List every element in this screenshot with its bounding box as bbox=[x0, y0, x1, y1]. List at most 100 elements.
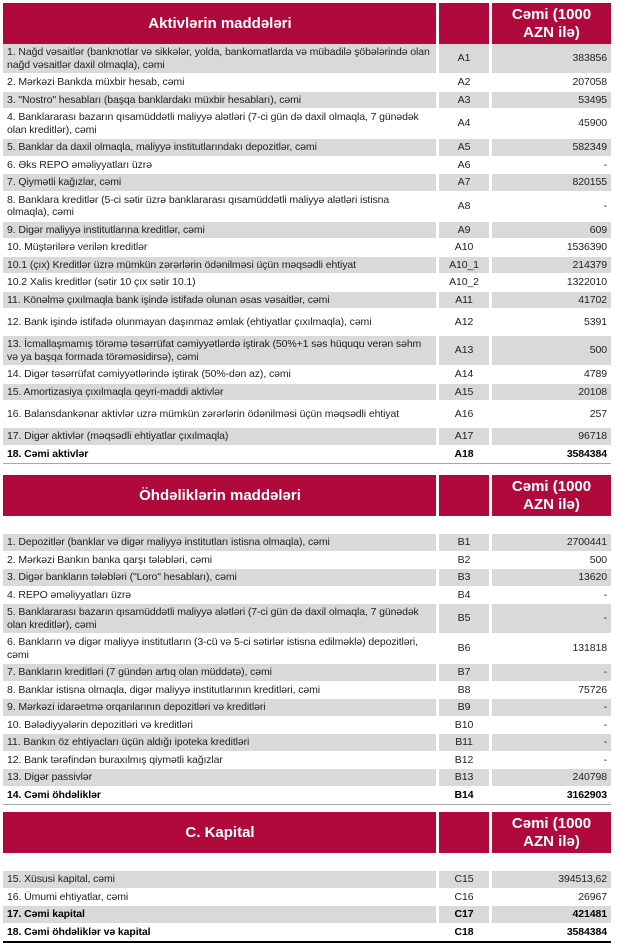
row-label: 10.1 (çıx) Kreditlər üzrə mümkün zərərlə… bbox=[3, 256, 436, 273]
table-row: 14. Cəmi öhdəliklər B14 3162903 bbox=[3, 786, 611, 804]
table-row: 1. Depozitlər (banklar və digər maliyyə … bbox=[3, 534, 611, 552]
row-label: 14. Digər təsərrüfat cəmiyyətlərində işt… bbox=[7, 368, 291, 380]
row-label: 7. Qiymətli kağızlar, cəmi bbox=[3, 174, 436, 191]
row-code: B3 bbox=[436, 569, 489, 586]
table-row: 1. Nağd vəsaitlər (banknotlar və sikkələ… bbox=[3, 44, 611, 74]
row-value: - bbox=[489, 586, 611, 603]
table-row: 8. Banklara kreditlər (5-ci sətir üzrə b… bbox=[3, 191, 611, 222]
row-code: B9 bbox=[436, 699, 489, 716]
table-row: 11. Könəlmə çıxılmaqla bank işində istif… bbox=[3, 291, 611, 309]
row-label: 15. Amortizasiya çıxılmaqla qeyri-maddi … bbox=[3, 383, 436, 400]
table-row: 17. Cəmi kapital C17 421481 bbox=[3, 906, 611, 924]
row-label: 10. Müştərilərə verilən kreditlər bbox=[7, 241, 148, 253]
table-row: 16. Ümumi ehtiyatlar, cəmi C16 26967 bbox=[3, 888, 611, 906]
section-header-code-cell bbox=[436, 3, 489, 44]
row-value: 3584384 bbox=[489, 445, 611, 462]
row-label: 11. Könəlmə çıxılmaqla bank işində istif… bbox=[3, 291, 436, 308]
table-row: 14. Digər təsərrüfat cəmiyyətlərində işt… bbox=[3, 366, 611, 384]
row-label: 6. Əks REPO əməliyyatları üzrə bbox=[7, 158, 152, 171]
row-label: 15. Xüsusi kapital, cəmi bbox=[3, 871, 436, 888]
row-code: B12 bbox=[436, 751, 489, 768]
capital-section: C. Kapital Cəmi (1000 AZN ilə) 15. Xüsus… bbox=[3, 812, 611, 943]
row-code: A6 bbox=[436, 156, 489, 173]
row-value: 3584384 bbox=[489, 923, 611, 940]
table-row: 5. Banklararası bazarın qısamüddətli mal… bbox=[3, 604, 611, 634]
row-value: 75726 bbox=[489, 681, 611, 698]
row-label: 17. Cəmi kapital bbox=[3, 906, 436, 923]
row-value: 609 bbox=[489, 221, 611, 238]
section-header-code-cell bbox=[436, 812, 489, 853]
row-label: 14. Cəmi öhdəliklər bbox=[7, 788, 101, 801]
row-value: 240798 bbox=[489, 769, 611, 786]
row-value: - bbox=[489, 191, 611, 221]
row-label: 18. Cəmi aktivlər bbox=[7, 447, 89, 460]
row-label: 9. Mərkəzi idarəetmə orqanlarının depozi… bbox=[3, 699, 436, 716]
row-code: A16 bbox=[436, 401, 489, 427]
row-code: B7 bbox=[436, 664, 489, 681]
section-header-code-cell bbox=[436, 475, 489, 516]
row-label: 5. Banklar da daxil olmaqla, maliyyə ins… bbox=[3, 139, 436, 156]
row-value: - bbox=[489, 156, 611, 173]
row-code: A4 bbox=[436, 109, 489, 138]
liabilities-rows: 1. Depozitlər (banklar və digər maliyyə … bbox=[3, 534, 611, 804]
row-code: C15 bbox=[436, 871, 489, 888]
table-row: 4. Banklararası bazarın qısamüddətli mal… bbox=[3, 109, 611, 139]
assets-section-header: Aktivlərin maddələri Cəmi (1000 AZN ilə) bbox=[3, 3, 611, 44]
row-label: 4. Banklararası bazarın qısamüddətli mal… bbox=[7, 111, 419, 136]
row-code: B8 bbox=[436, 681, 489, 698]
liabilities-section-header: Öhdəliklərin maddələri Cəmi (1000 AZN il… bbox=[3, 475, 611, 516]
row-value: - bbox=[489, 751, 611, 768]
table-row: 2. Mərkəzi Bankda müxbir hesab, cəmi A2 … bbox=[3, 74, 611, 92]
units-header: Cəmi (1000 AZN ilə) bbox=[489, 475, 611, 516]
row-code: A15 bbox=[436, 383, 489, 400]
table-row: 9. Mərkəzi idarəetmə orqanlarının depozi… bbox=[3, 699, 611, 717]
row-code: A5 bbox=[436, 139, 489, 156]
row-value: 96718 bbox=[489, 428, 611, 445]
section-title: Aktivlərin maddələri bbox=[3, 3, 436, 44]
row-code: A10_1 bbox=[436, 256, 489, 273]
row-label: 18. Cəmi öhdəliklər və kapital bbox=[7, 925, 151, 938]
capital-section-header: C. Kapital Cəmi (1000 AZN ilə) bbox=[3, 812, 611, 853]
row-code: A10 bbox=[436, 239, 489, 256]
row-value: 582349 bbox=[489, 139, 611, 156]
row-code: A3 bbox=[436, 91, 489, 108]
row-label: 17. Digər aktivlər (məqsədli ehtiyatlar … bbox=[3, 428, 436, 445]
row-code: A12 bbox=[436, 309, 489, 335]
row-code: A1 bbox=[436, 44, 489, 73]
table-row: 18. Cəmi aktivlər A18 3584384 bbox=[3, 445, 611, 463]
assets-section: Aktivlərin maddələri Cəmi (1000 AZN ilə)… bbox=[3, 3, 611, 464]
row-label: 8. Banklar istisna olmaqla, digər maliyy… bbox=[7, 683, 320, 696]
row-value: 257 bbox=[489, 401, 611, 427]
row-code: A11 bbox=[436, 291, 489, 308]
row-code: B1 bbox=[436, 534, 489, 551]
table-row: 15. Amortizasiya çıxılmaqla qeyri-maddi … bbox=[3, 383, 611, 401]
row-value: 3162903 bbox=[489, 786, 611, 803]
row-label: 2. Mərkəzi Bankda müxbir hesab, cəmi bbox=[7, 76, 185, 88]
row-label: 5. Banklararası bazarın qısamüddətli mal… bbox=[3, 604, 436, 633]
row-value: - bbox=[489, 734, 611, 751]
table-row: 3. "Nostro" hesabları (başqa banklardakı… bbox=[3, 91, 611, 109]
row-code: A9 bbox=[436, 221, 489, 238]
row-label: 7. Bankların kreditləri (7 gündən artıq … bbox=[3, 664, 436, 681]
row-code: A7 bbox=[436, 174, 489, 191]
row-value: 20108 bbox=[489, 383, 611, 400]
row-code: B13 bbox=[436, 769, 489, 786]
table-row: 13. İcmallaşmamış törəmə təsərrüfat cəmi… bbox=[3, 336, 611, 366]
row-label: 16. Ümumi ehtiyatlar, cəmi bbox=[7, 890, 129, 903]
row-label: 10.2 Xalis kreditlər (sətir 10 çıx sətir… bbox=[7, 276, 196, 288]
row-label: 1. Nağd vəsaitlər (banknotlar və sikkələ… bbox=[3, 44, 436, 73]
row-value: 820155 bbox=[489, 174, 611, 191]
row-value: 13620 bbox=[489, 569, 611, 586]
table-row: 3. Digər bankların tələbləri ("Loro" hes… bbox=[3, 569, 611, 587]
spacer-row bbox=[3, 853, 611, 871]
row-label: 12. Bank işində istifadə olunmayan daşın… bbox=[7, 315, 372, 328]
row-value: 41702 bbox=[489, 291, 611, 308]
row-value: - bbox=[489, 716, 611, 733]
table-row: 13. Digər passivlər B13 240798 bbox=[3, 769, 611, 787]
table-row: 4. REPO əməliyyatları üzrə B4 - bbox=[3, 586, 611, 604]
row-code: C18 bbox=[436, 923, 489, 940]
row-value: 500 bbox=[489, 551, 611, 568]
row-value: 1322010 bbox=[489, 274, 611, 291]
row-value: 45900 bbox=[489, 109, 611, 138]
